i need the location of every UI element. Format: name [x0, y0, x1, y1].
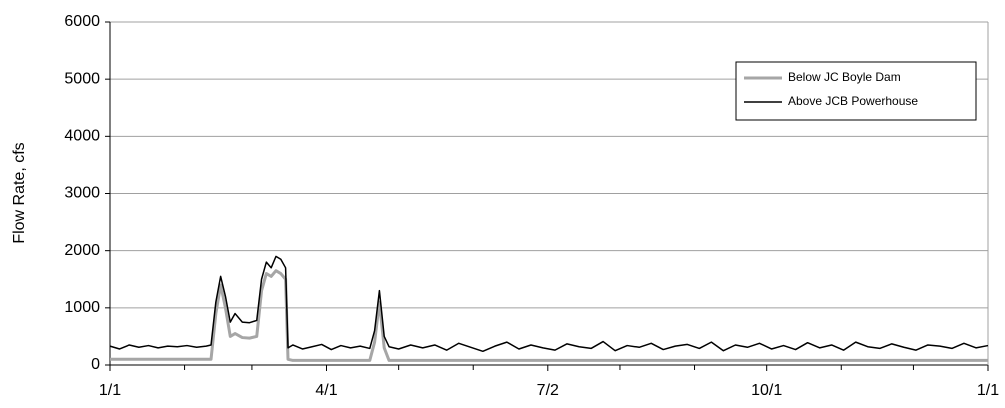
y-tick-label: 4000: [64, 128, 100, 145]
x-tick-label: 1/1: [99, 382, 121, 399]
y-axis-label: Flow Rate, cfs: [11, 142, 28, 243]
y-tick-label: 5000: [64, 70, 100, 87]
x-tick-label: 1/1: [977, 382, 999, 399]
y-tick-label: 0: [91, 356, 100, 373]
x-tick-label: 7/2: [537, 382, 559, 399]
y-tick-label: 1000: [64, 299, 100, 316]
legend-box: [735, 61, 977, 121]
legend-label: Above JCB Powerhouse: [788, 94, 918, 108]
legend-label: Below JC Boyle Dam: [788, 70, 901, 84]
y-tick-label: 2000: [64, 242, 100, 259]
data-line: [110, 269, 988, 362]
x-tick-label: 10/1: [751, 382, 782, 399]
legend: Below JC Boyle Dam Above JCB Powerhouse: [735, 61, 977, 121]
y-tick-label: 6000: [64, 13, 100, 30]
y-tick-label: 3000: [64, 185, 100, 202]
data-line: [109, 255, 989, 353]
x-tick-label: 4/1: [315, 382, 337, 399]
